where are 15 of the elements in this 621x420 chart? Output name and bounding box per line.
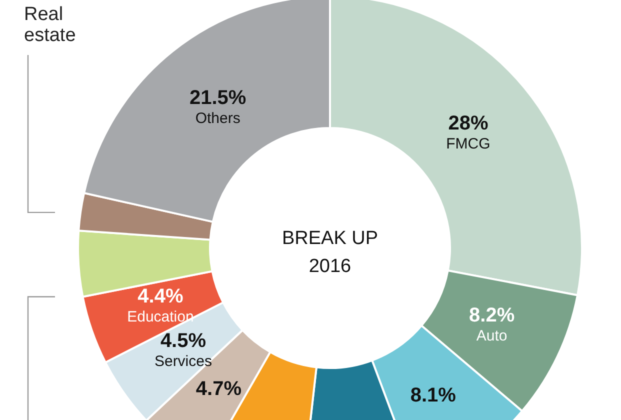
slice-label: Auto <box>476 327 508 344</box>
slice-label: Others <box>195 110 240 127</box>
data-label: 8.2% <box>469 304 515 326</box>
data-label: 21.5% <box>189 86 246 109</box>
data-label: 4.7% <box>196 378 242 400</box>
data-label: 8.1% <box>410 384 456 406</box>
text: 2016 <box>308 256 352 277</box>
slice-label: FMCG <box>446 136 490 153</box>
data-label: 4.5% <box>160 330 206 352</box>
slice-label: Education <box>127 308 194 326</box>
slice-label: Services <box>154 353 212 370</box>
data-label: 4.4% <box>138 286 184 308</box>
text: BREAK UP <box>282 228 378 249</box>
slice-label: Real estate <box>24 4 76 46</box>
data-label: 28% <box>448 112 488 135</box>
